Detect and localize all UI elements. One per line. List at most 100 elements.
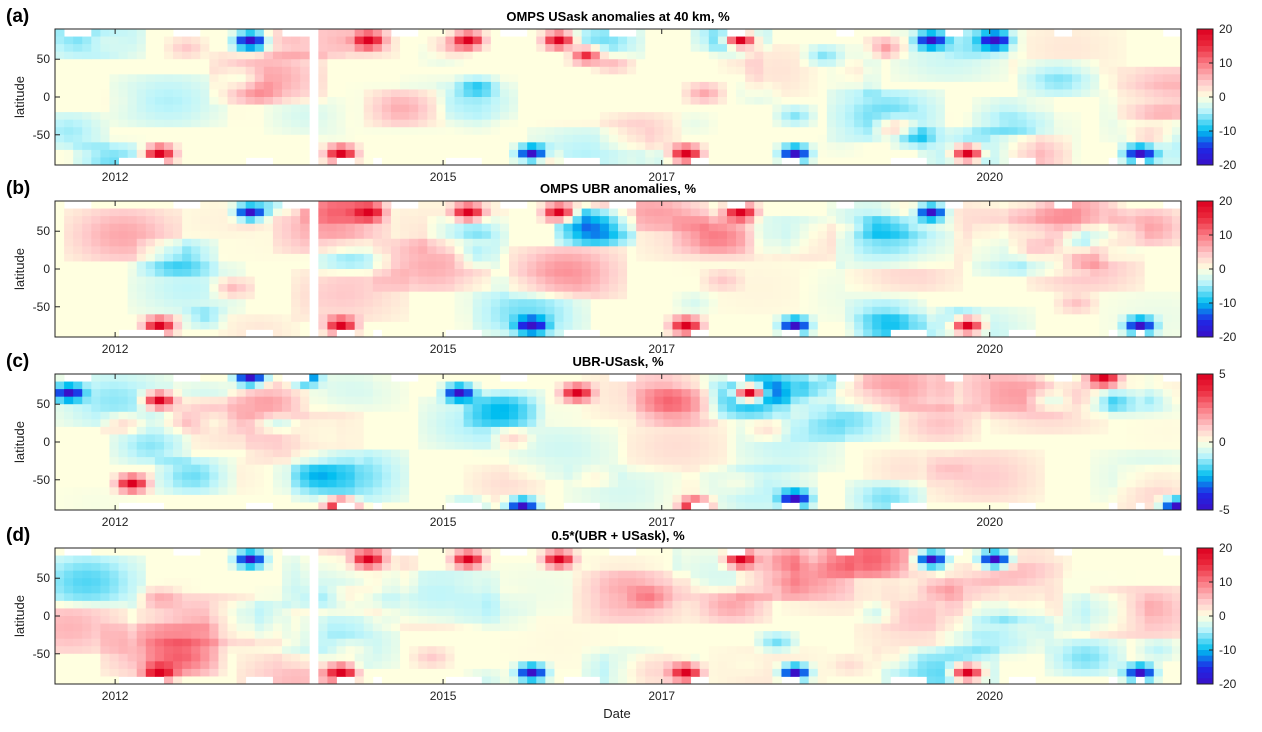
heatmap-cell: [273, 37, 282, 45]
heatmap-cell: [455, 52, 464, 60]
heatmap-cell: [182, 427, 191, 435]
heatmap-cell: [718, 216, 727, 224]
heatmap-cell: [273, 105, 282, 113]
heatmap-cell: [800, 261, 809, 269]
heatmap-cell: [327, 404, 336, 412]
heatmap-cell: [146, 389, 155, 397]
heatmap-cell: [827, 322, 836, 330]
heatmap-cell: [736, 216, 745, 224]
heatmap-cell: [582, 322, 591, 330]
heatmap-cell: [109, 150, 118, 158]
heatmap-cell: [863, 284, 872, 292]
heatmap-cell: [618, 89, 627, 97]
heatmap-cell: [482, 44, 491, 52]
heatmap-cell: [836, 292, 845, 300]
heatmap-cell: [945, 82, 954, 90]
heatmap-cell: [64, 404, 73, 412]
heatmap-cell: [709, 150, 718, 158]
heatmap-cell: [482, 209, 491, 217]
heatmap-cell: [373, 97, 382, 105]
heatmap-cell: [400, 224, 409, 232]
heatmap-cell: [636, 67, 645, 75]
heatmap-cell: [155, 105, 164, 113]
heatmap-cell: [609, 97, 618, 105]
heatmap-cell: [209, 277, 218, 285]
heatmap-cell: [155, 261, 164, 269]
heatmap-cell: [346, 382, 355, 390]
heatmap-cell: [373, 142, 382, 150]
heatmap-cell: [409, 269, 418, 277]
heatmap-cell: [155, 246, 164, 254]
heatmap-cell: [909, 254, 918, 262]
heatmap-cell: [100, 261, 109, 269]
heatmap-cell: [482, 74, 491, 82]
heatmap-cell: [772, 157, 781, 165]
heatmap-cell: [400, 299, 409, 307]
heatmap-cell: [128, 487, 137, 495]
heatmap-cell: [718, 209, 727, 217]
heatmap-cell: [337, 277, 346, 285]
heatmap-cell: [228, 216, 237, 224]
heatmap-cell: [1072, 150, 1081, 158]
heatmap-cell: [963, 37, 972, 45]
heatmap-cell: [209, 120, 218, 128]
heatmap-cell: [981, 292, 990, 300]
heatmap-cell: [554, 284, 563, 292]
heatmap-cell: [200, 457, 209, 465]
heatmap-cell: [845, 322, 854, 330]
heatmap-cell: [645, 89, 654, 97]
heatmap-cell: [436, 284, 445, 292]
heatmap-cell: [119, 74, 128, 82]
heatmap-cell: [273, 495, 282, 503]
heatmap-cell: [1045, 120, 1054, 128]
heatmap-cell: [418, 292, 427, 300]
heatmap-cell: [700, 52, 709, 60]
heatmap-cell: [854, 142, 863, 150]
heatmap-cell: [482, 89, 491, 97]
heatmap-cell: [209, 209, 218, 217]
heatmap-cell: [73, 495, 82, 503]
heatmap-cell: [291, 322, 300, 330]
heatmap-cell: [618, 67, 627, 75]
heatmap-cell: [1145, 29, 1154, 37]
heatmap-cell: [582, 231, 591, 239]
heatmap-cell: [1090, 246, 1099, 254]
heatmap-cell: [700, 97, 709, 105]
heatmap-cell: [264, 442, 273, 450]
heatmap-cell: [909, 135, 918, 143]
heatmap-cell: [237, 67, 246, 75]
heatmap-cell: [863, 322, 872, 330]
heatmap-cell: [64, 157, 73, 165]
heatmap-cell: [582, 269, 591, 277]
heatmap-cell: [500, 112, 509, 120]
heatmap-cell: [990, 314, 999, 322]
heatmap-cell: [400, 150, 409, 158]
heatmap-cell: [536, 105, 545, 113]
heatmap-cell: [809, 231, 818, 239]
heatmap-cell: [200, 82, 209, 90]
heatmap-cell: [255, 142, 264, 150]
heatmap-cell: [981, 105, 990, 113]
heatmap-cell: [327, 269, 336, 277]
heatmap-cell: [137, 472, 146, 480]
heatmap-cell: [818, 142, 827, 150]
heatmap-cell: [146, 382, 155, 390]
heatmap-cell: [1063, 254, 1072, 262]
heatmap-cell: [1117, 329, 1126, 337]
heatmap-cell: [1018, 52, 1027, 60]
heatmap-cell: [1045, 314, 1054, 322]
heatmap-cell: [600, 89, 609, 97]
heatmap-cell: [100, 231, 109, 239]
heatmap-cell: [636, 29, 645, 37]
heatmap-cell: [918, 82, 927, 90]
heatmap-cell: [927, 224, 936, 232]
heatmap-cell: [500, 292, 509, 300]
heatmap-cell: [800, 120, 809, 128]
heatmap-cell: [836, 150, 845, 158]
heatmap-cell: [128, 465, 137, 473]
heatmap-cell: [536, 44, 545, 52]
heatmap-cell: [954, 224, 963, 232]
heatmap-cell: [645, 322, 654, 330]
heatmap-cell: [527, 97, 536, 105]
heatmap-cell: [682, 246, 691, 254]
